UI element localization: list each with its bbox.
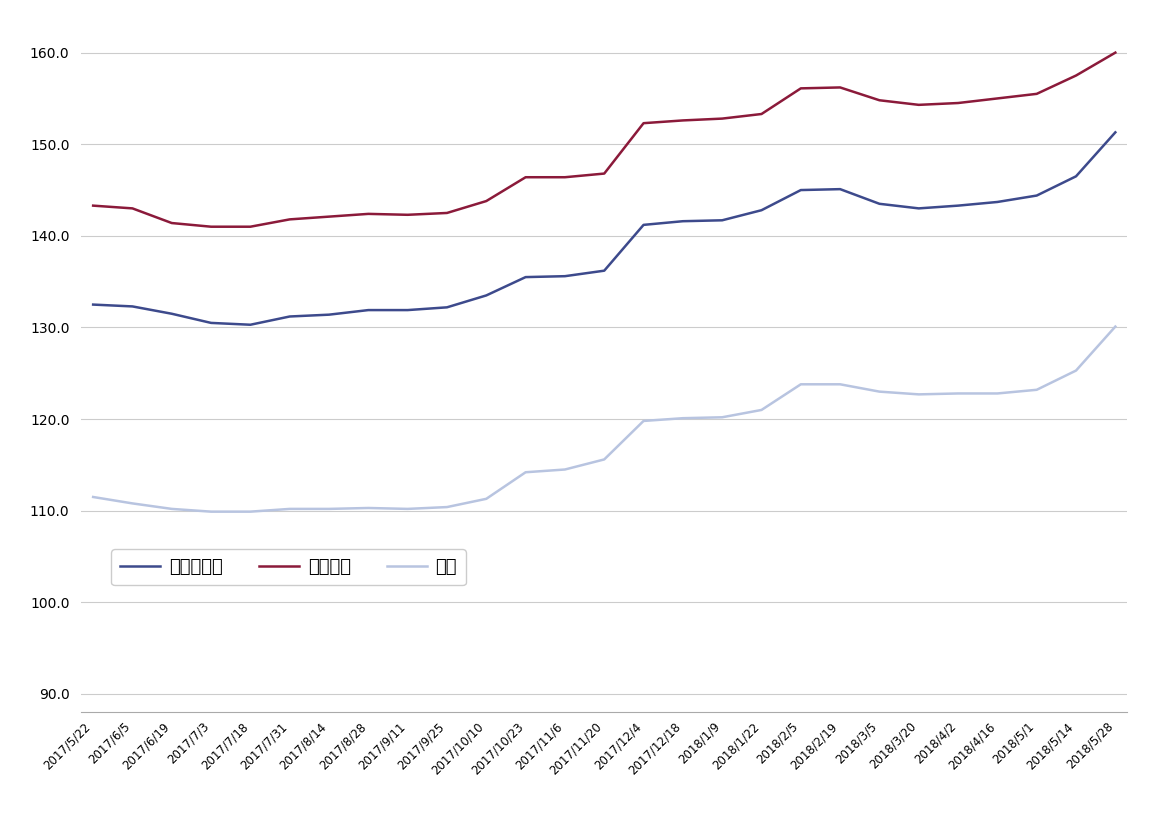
軽油 xyxy=(1069,365,1083,375)
レギュラー xyxy=(912,204,926,214)
ハイオク xyxy=(558,172,572,182)
ハイオク xyxy=(676,116,690,126)
ハイオク xyxy=(322,212,336,222)
軽油 xyxy=(243,507,257,517)
軽油 xyxy=(952,389,966,399)
レギュラー xyxy=(1109,127,1122,137)
ハイオク xyxy=(833,82,847,92)
ハイオク xyxy=(440,208,454,218)
レギュラー xyxy=(754,205,768,215)
ハイオク xyxy=(401,210,415,220)
レギュラー xyxy=(361,305,375,315)
レギュラー xyxy=(952,200,966,210)
レギュラー xyxy=(716,215,730,225)
軽油 xyxy=(912,390,926,400)
Line: ハイオク: ハイオク xyxy=(93,53,1116,227)
ハイオク xyxy=(243,222,257,232)
軽油 xyxy=(518,468,532,478)
軽油 xyxy=(833,380,847,390)
レギュラー xyxy=(440,303,454,313)
軽油 xyxy=(205,507,218,517)
レギュラー xyxy=(322,309,336,319)
ハイオク xyxy=(361,209,375,219)
ハイオク xyxy=(990,93,1004,103)
レギュラー xyxy=(401,305,415,315)
ハイオク xyxy=(125,204,139,214)
軽油 xyxy=(990,389,1004,399)
レギュラー xyxy=(637,220,651,230)
ハイオク xyxy=(205,222,218,232)
軽油 xyxy=(597,454,611,464)
軽油 xyxy=(165,504,179,514)
レギュラー xyxy=(243,320,257,330)
軽油 xyxy=(873,386,887,396)
ハイオク xyxy=(597,168,611,178)
軽油 xyxy=(361,503,375,513)
ハイオク xyxy=(952,98,966,108)
ハイオク xyxy=(912,100,926,110)
レギュラー xyxy=(205,318,218,328)
レギュラー xyxy=(676,216,690,226)
ハイオク xyxy=(1109,48,1122,58)
軽油 xyxy=(1109,322,1122,332)
レギュラー xyxy=(165,308,179,318)
軽油 xyxy=(125,499,139,509)
ハイオク xyxy=(86,200,100,210)
軽油 xyxy=(322,504,336,514)
ハイオク xyxy=(716,114,730,124)
軽油 xyxy=(440,502,454,512)
レギュラー xyxy=(873,199,887,209)
レギュラー xyxy=(518,272,532,282)
Line: レギュラー: レギュラー xyxy=(93,132,1116,325)
ハイオク xyxy=(282,215,296,225)
レギュラー xyxy=(833,184,847,194)
軽油 xyxy=(676,413,690,423)
ハイオク xyxy=(637,118,651,128)
レギュラー xyxy=(597,266,611,276)
軽油 xyxy=(754,405,768,415)
レギュラー xyxy=(479,291,493,301)
ハイオク xyxy=(873,96,887,106)
ハイオク xyxy=(1030,89,1043,99)
ハイオク xyxy=(479,196,493,206)
ハイオク xyxy=(794,83,808,93)
軽油 xyxy=(558,464,572,474)
軽油 xyxy=(86,492,100,502)
レギュラー xyxy=(558,272,572,282)
ハイオク xyxy=(1069,70,1083,80)
ハイオク xyxy=(754,109,768,119)
軽油 xyxy=(637,416,651,426)
レギュラー xyxy=(125,302,139,312)
Legend: レギュラー, ハイオク, 軽油: レギュラー, ハイオク, 軽油 xyxy=(112,549,466,585)
レギュラー xyxy=(1030,190,1043,200)
軽油 xyxy=(282,504,296,514)
レギュラー xyxy=(794,185,808,195)
軽油 xyxy=(716,412,730,422)
レギュラー xyxy=(1069,171,1083,181)
ハイオク xyxy=(518,172,532,182)
軽油 xyxy=(479,494,493,504)
レギュラー xyxy=(282,312,296,322)
レギュラー xyxy=(990,197,1004,207)
Line: 軽油: 軽油 xyxy=(93,327,1116,512)
レギュラー xyxy=(86,299,100,309)
軽油 xyxy=(794,380,808,390)
軽油 xyxy=(401,504,415,514)
ハイオク xyxy=(165,218,179,228)
軽油 xyxy=(1030,385,1043,395)
